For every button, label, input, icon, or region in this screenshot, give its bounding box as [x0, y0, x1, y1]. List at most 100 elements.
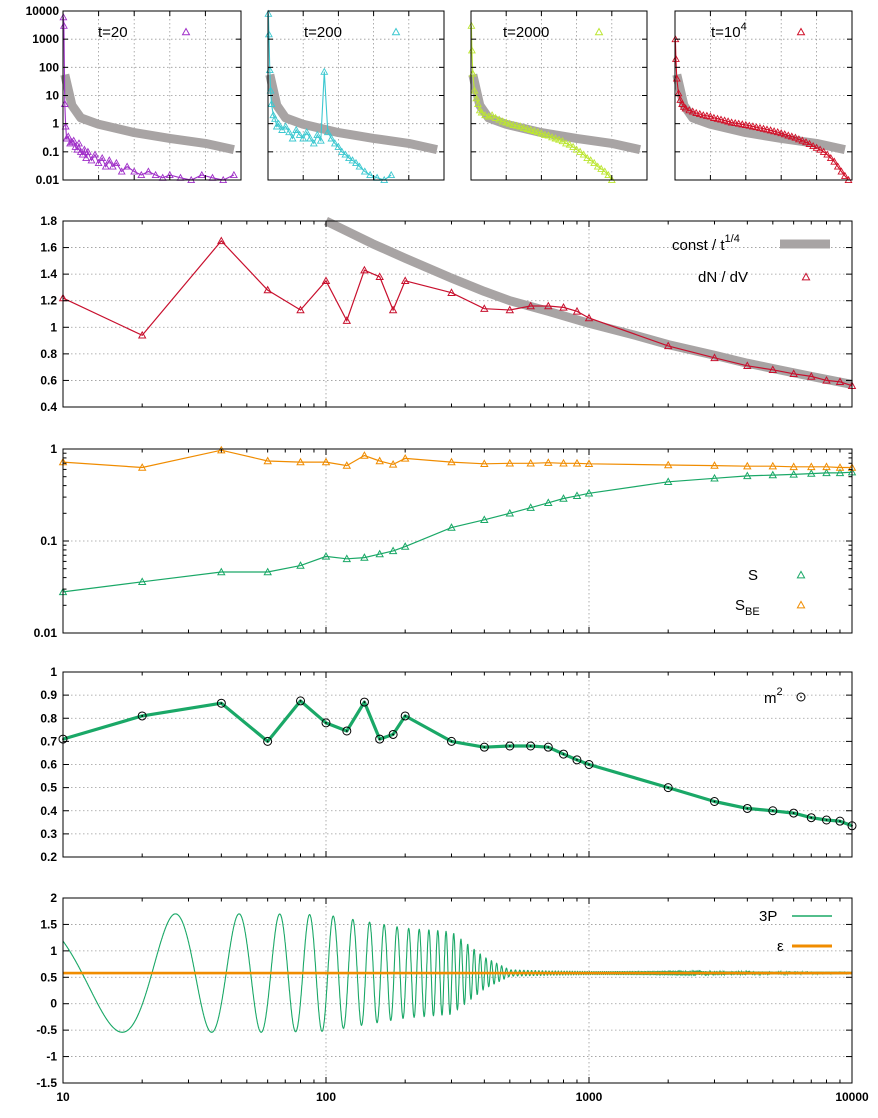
legend-s-label: S — [748, 567, 758, 584]
inset-data-point — [756, 123, 764, 132]
inset-data-point — [101, 162, 110, 170]
inset-data-point — [572, 145, 581, 153]
frame-pressure — [62, 897, 853, 1084]
dndv-point — [137, 330, 147, 339]
inset-data-point — [600, 167, 609, 175]
inset-data-point — [67, 138, 76, 146]
inset-data-point — [61, 122, 70, 130]
s-point — [480, 515, 489, 523]
frame-layer — [62, 10, 853, 1084]
ytick-label-m2: 0.7 — [40, 734, 57, 748]
inset-data-point — [741, 120, 750, 128]
m2-point — [806, 813, 816, 823]
inset-data-point — [137, 170, 146, 179]
dndv-point — [544, 301, 553, 310]
inset-data-point — [688, 107, 697, 115]
inset-legend-marker — [391, 27, 401, 36]
inset-data-point — [745, 121, 754, 129]
inset-data-point — [98, 153, 107, 162]
inset-data-point — [569, 142, 578, 150]
sbe-point — [505, 458, 515, 467]
inset-label-t200: t=200 — [304, 24, 342, 41]
inset-data-point — [94, 158, 103, 167]
inset-reference-curve — [265, 73, 438, 154]
inset-legend-marker — [796, 27, 806, 36]
m2-point — [446, 736, 456, 746]
inset-label-t2000: t=2000 — [503, 24, 549, 41]
legend-sbe-label: S — [735, 597, 745, 614]
grid-layer — [63, 11, 852, 1083]
inset-data-point — [83, 147, 92, 155]
inset-data-point — [123, 162, 132, 170]
inset-data-point — [229, 170, 238, 179]
ytick-label-dndv: 1 — [50, 320, 57, 334]
inset-data-point — [519, 123, 528, 132]
inset-data-point — [323, 127, 332, 136]
s-point — [544, 498, 553, 506]
inset-reference-curve — [60, 73, 235, 154]
inset-data-point — [671, 54, 680, 62]
m2-point-dot — [508, 745, 511, 747]
inset-data-point — [593, 162, 602, 170]
sbe-point — [710, 461, 719, 469]
inset-data-point — [833, 162, 842, 170]
m2-point-dot — [810, 816, 813, 819]
s-point — [342, 554, 352, 563]
m2-point — [526, 741, 536, 751]
inset-data-point — [151, 170, 160, 179]
ytick-label-m2: 0.2 — [40, 850, 57, 864]
inset-data-point — [64, 132, 73, 140]
inset-data-point — [679, 102, 688, 110]
m2-point — [789, 808, 799, 818]
ytick-label-pressure: 1.5 — [40, 917, 57, 931]
inset-data-point — [299, 134, 308, 142]
data-layer — [58, 9, 857, 1033]
inset-data-point — [73, 145, 82, 153]
s-point — [447, 523, 456, 531]
sbe-point — [360, 451, 369, 459]
m2-point — [342, 726, 352, 736]
s-point — [375, 549, 384, 558]
inset-data-point — [62, 134, 71, 142]
sbe-point — [584, 459, 594, 467]
m2-point — [296, 696, 306, 706]
dndv-point — [360, 265, 369, 274]
ytick-label-dndv: 1.6 — [40, 241, 57, 255]
inset-data-point — [313, 130, 322, 138]
inset-ytick-label: 10000 — [26, 4, 60, 18]
legend-m2-panel: m2 — [764, 686, 806, 707]
inset-legend-t2000: t=2000 — [503, 24, 549, 41]
sbe-point — [789, 462, 798, 471]
inset-data-point — [734, 119, 743, 127]
s-point — [360, 553, 369, 561]
dndv-point — [835, 377, 845, 385]
dndv-line — [62, 239, 853, 387]
inset-data-point — [709, 113, 718, 121]
s-point — [807, 469, 816, 477]
dndv-point — [807, 371, 816, 380]
s-point — [296, 561, 305, 569]
legend-m2-marker — [796, 692, 806, 702]
m2-point-dot — [378, 738, 381, 740]
s-point — [505, 508, 515, 517]
sbe-point — [807, 462, 816, 471]
inset-data-point — [498, 117, 507, 125]
m2-point-dot — [839, 820, 841, 823]
inset-data-point — [685, 106, 694, 114]
inset-data-point — [509, 120, 518, 128]
sbe-point — [559, 458, 568, 467]
tick-label-layer: 0.010.11101001000100000.40.60.811.21.41.… — [26, 4, 869, 1104]
legend-entropy-panel: S SBE — [735, 567, 806, 618]
inset-data-point — [502, 118, 511, 126]
s-point — [584, 488, 594, 497]
sbe-point — [400, 453, 410, 462]
sbe-point — [544, 458, 553, 466]
m2-point-dot — [299, 700, 302, 702]
inset-data-point — [327, 134, 336, 142]
inset-data-point — [295, 130, 304, 138]
inset-data-point — [562, 139, 570, 147]
dndv-point — [296, 305, 305, 314]
inset-label-t1e4-exp: 4 — [741, 21, 747, 33]
frame-m2 — [62, 671, 853, 858]
